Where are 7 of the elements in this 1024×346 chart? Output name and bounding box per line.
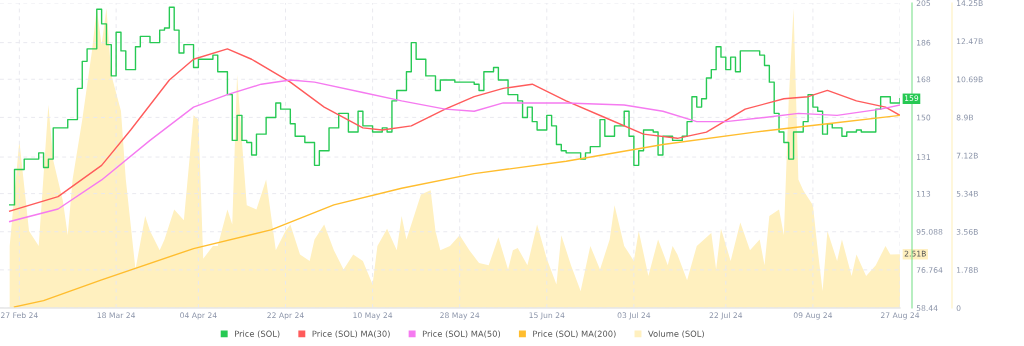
- legend-label: Price (SOL) MA(200): [533, 330, 616, 338]
- legend-label: Price (SOL) MA(50): [422, 330, 501, 338]
- legend-label: Price (SOL) MA(30): [312, 330, 390, 338]
- line-series: [8, 48, 900, 212]
- line-series: [13, 114, 900, 308]
- legend-label: Volume (SOL): [648, 330, 704, 338]
- legend-label: Price (SOL): [235, 330, 280, 338]
